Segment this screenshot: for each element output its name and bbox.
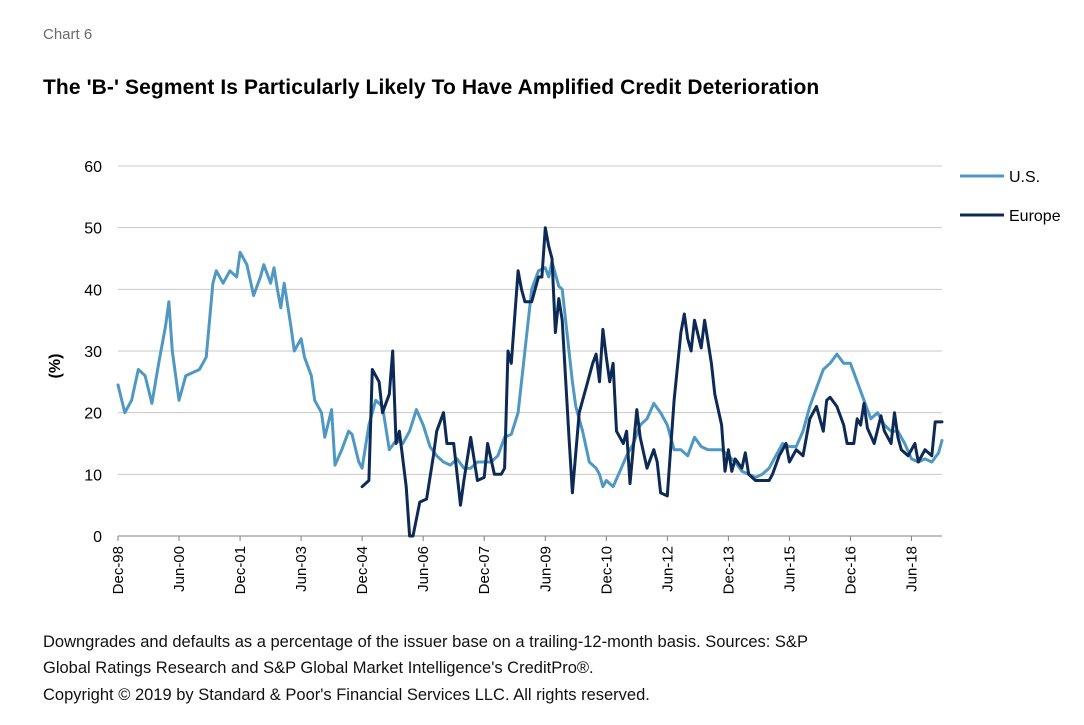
x-tick-label: Jun-03: [293, 546, 310, 592]
footnote-sources-continued: Global Ratings Research and S&P Global M…: [43, 659, 594, 677]
x-tick-label: Jun-06: [415, 546, 432, 592]
grid-lines: [118, 165, 942, 537]
x-tick-label: Jun-00: [171, 546, 188, 592]
y-tick-label: 10: [84, 467, 102, 484]
x-tick-label: Dec-10: [598, 546, 615, 594]
footnote-copyright: Copyright © 2019 by Standard & Poor's Fi…: [43, 686, 650, 704]
y-tick-label: 20: [84, 406, 102, 423]
x-tick-label: Dec-01: [232, 546, 249, 594]
x-tick-label: Jun-18: [903, 546, 920, 592]
y-tick-label: 50: [84, 221, 102, 238]
y-axis-ticks: 0 10 20 30 40 50 60: [84, 159, 102, 546]
y-tick-label: 60: [84, 159, 102, 176]
x-tick-label: Jun-12: [659, 546, 676, 592]
x-tick-label: Dec-16: [842, 546, 859, 594]
series-line-europe: [360, 226, 944, 538]
x-tick-label: Dec-13: [720, 546, 737, 594]
footnote-sources: Downgrades and defaults as a percentage …: [43, 633, 808, 651]
series-line-us: [116, 250, 944, 489]
y-tick-label: 40: [84, 282, 102, 299]
x-tick-label: Jun-15: [781, 546, 798, 592]
chart-label: Chart 6: [43, 26, 93, 43]
series-lines: [116, 226, 944, 538]
x-tick-label: Dec-07: [476, 546, 493, 594]
y-axis-label: (%): [47, 354, 64, 379]
legend-label: Europe: [1009, 208, 1061, 225]
x-tick-label: Dec-98: [110, 546, 127, 594]
x-tick-label: Jun-09: [537, 546, 554, 592]
x-tick-label: Dec-04: [354, 546, 371, 594]
x-axis-ticks: Dec-98 Jun-00 Dec-01 Jun-03 Dec-04 Jun-06 Dec-…: [110, 536, 920, 594]
y-tick-label: 30: [84, 344, 102, 361]
chart-title: The 'B-' Segment Is Particularly Likely …: [43, 76, 820, 99]
y-tick-label: 0: [93, 529, 102, 546]
legend: U.S. Europe: [960, 169, 1061, 225]
legend-label: U.S.: [1009, 169, 1040, 186]
